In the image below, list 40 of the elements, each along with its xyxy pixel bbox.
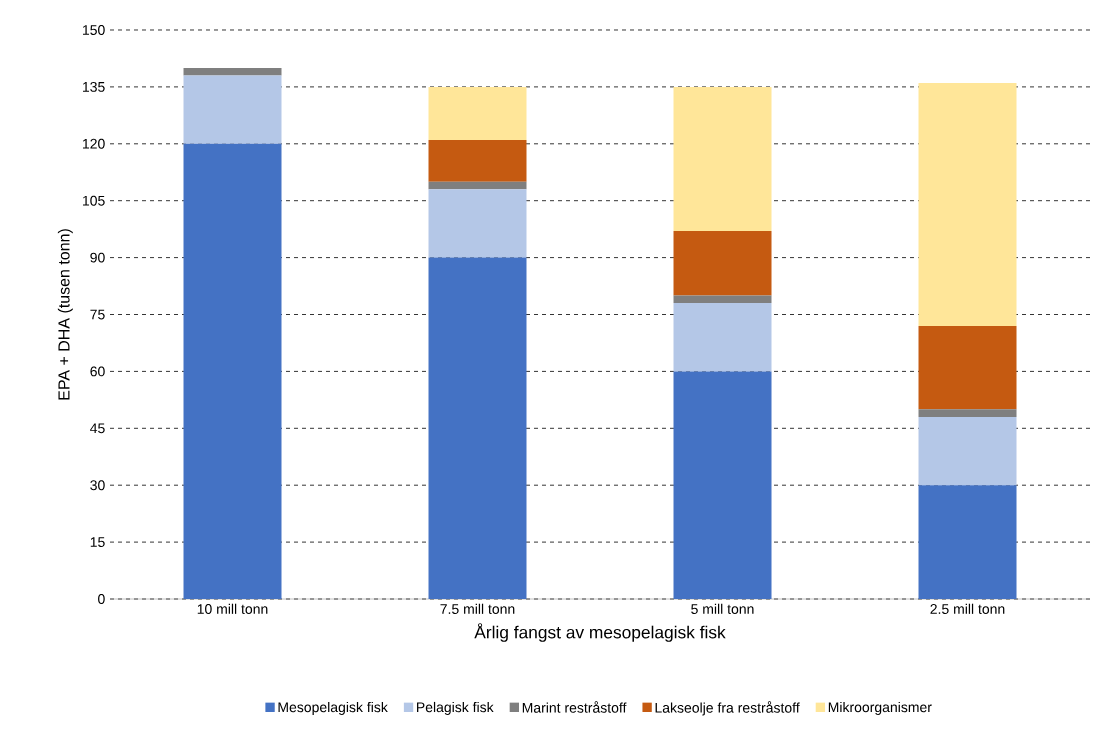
bar [428,189,527,258]
y-tick-label: 150 [83,25,105,35]
bar [918,409,1017,417]
bar [428,257,527,599]
bar [428,140,527,182]
x-tick-label: 5 mill tonn [691,603,754,614]
y-tick-label: 75 [90,309,105,320]
bar [183,143,282,599]
legend-label: Mikroorganismer [828,701,932,715]
y-tick-label: 45 [90,423,105,434]
y-tick-label: 15 [90,537,105,547]
y-tick-label: 30 [90,480,105,491]
x-axis-title: Årlig fangst av mesopelagisk fisk [474,623,726,642]
bar [673,371,772,599]
legend-label: Marint restråstoff [522,701,627,713]
x-tick-label: 2.5 mill tonn [930,603,1005,614]
y-tick-label: 105 [83,195,105,206]
bar [673,86,772,232]
x-tick-label: 10 mill tonn [197,603,268,614]
bar [673,231,772,296]
bar [673,295,772,304]
bar [673,303,772,372]
y-tick-label: 0 [98,594,105,604]
bar [918,485,1017,599]
y-tick-label: 135 [83,81,105,92]
bar [918,416,1017,486]
bar [918,325,1017,410]
bar [183,67,282,76]
legend-label: Mesopelagisk fisk [278,701,388,715]
y-tick-label: 90 [90,252,105,263]
bar [428,181,527,190]
y-tick-label: 120 [83,138,105,149]
bar [918,83,1017,326]
legend-label: Pelagisk fisk [417,701,494,715]
bar [183,75,282,144]
y-tick-label: 60 [90,366,105,377]
y-axis-title: EPA + DHA (tusen tonn) [57,229,73,400]
bar [428,86,527,141]
legend-label: Lakseolje fra restråstoff [655,701,800,716]
x-tick-label: 7.5 mill tonn [440,603,515,614]
